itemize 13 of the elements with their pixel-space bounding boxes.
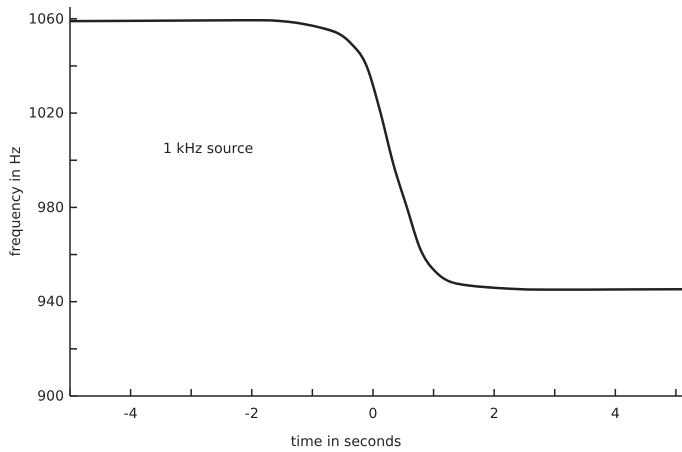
y-tick-label: 1060 (28, 11, 64, 28)
y-tick-label: 1020 (28, 106, 64, 122)
y-tick-label: 900 (37, 388, 64, 404)
x-tick-label: 0 (368, 406, 378, 422)
y-tick-label: 940 (37, 294, 64, 310)
x-tick-label: 2 (490, 406, 499, 422)
x-axis-title: time in seconds (290, 434, 402, 450)
y-axis-title: frequency in Hz (8, 146, 24, 256)
x-tick-label: -4 (124, 406, 138, 422)
y-tick-label: 980 (37, 200, 64, 216)
x-tick-label: -2 (244, 406, 259, 422)
x-tick-label: 4 (610, 406, 620, 422)
annotation: 1 kHz source (163, 141, 254, 157)
